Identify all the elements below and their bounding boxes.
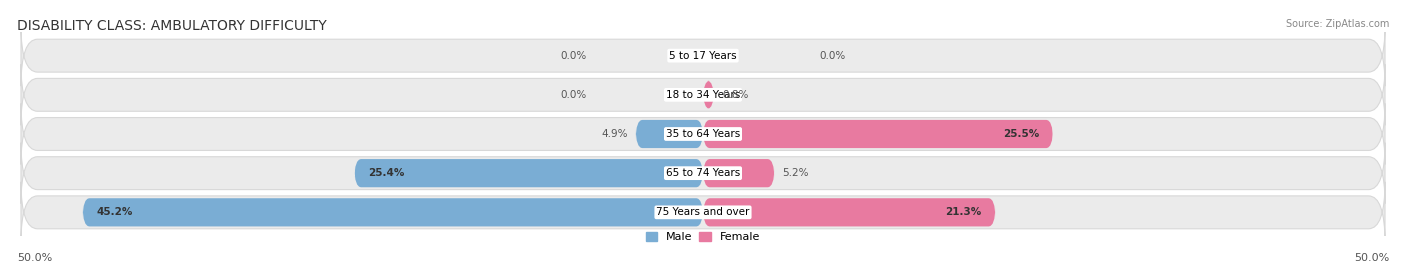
FancyBboxPatch shape [703,81,714,109]
FancyBboxPatch shape [21,64,1385,125]
Text: 50.0%: 50.0% [1354,253,1389,263]
Text: 18 to 34 Years: 18 to 34 Years [666,90,740,100]
Text: 0.0%: 0.0% [560,90,586,100]
Text: 0.0%: 0.0% [560,51,586,61]
Text: 45.2%: 45.2% [97,207,132,217]
Text: 65 to 74 Years: 65 to 74 Years [666,168,740,178]
Text: 0.0%: 0.0% [820,51,846,61]
FancyBboxPatch shape [83,198,703,226]
FancyBboxPatch shape [21,25,1385,86]
Text: 5.2%: 5.2% [783,168,808,178]
Text: 75 Years and over: 75 Years and over [657,207,749,217]
Legend: Male, Female: Male, Female [641,227,765,247]
FancyBboxPatch shape [703,120,1053,148]
Text: DISABILITY CLASS: AMBULATORY DIFFICULTY: DISABILITY CLASS: AMBULATORY DIFFICULTY [17,19,326,33]
Text: Source: ZipAtlas.com: Source: ZipAtlas.com [1285,19,1389,29]
Text: 0.8%: 0.8% [723,90,748,100]
Text: 21.3%: 21.3% [945,207,981,217]
Text: 50.0%: 50.0% [17,253,52,263]
FancyBboxPatch shape [354,159,703,187]
Text: 25.4%: 25.4% [368,168,405,178]
Text: 5 to 17 Years: 5 to 17 Years [669,51,737,61]
Text: 25.5%: 25.5% [1002,129,1039,139]
FancyBboxPatch shape [703,159,775,187]
FancyBboxPatch shape [636,120,703,148]
Text: 35 to 64 Years: 35 to 64 Years [666,129,740,139]
FancyBboxPatch shape [21,103,1385,165]
Text: 4.9%: 4.9% [600,129,627,139]
FancyBboxPatch shape [703,198,995,226]
FancyBboxPatch shape [21,143,1385,204]
FancyBboxPatch shape [21,182,1385,243]
